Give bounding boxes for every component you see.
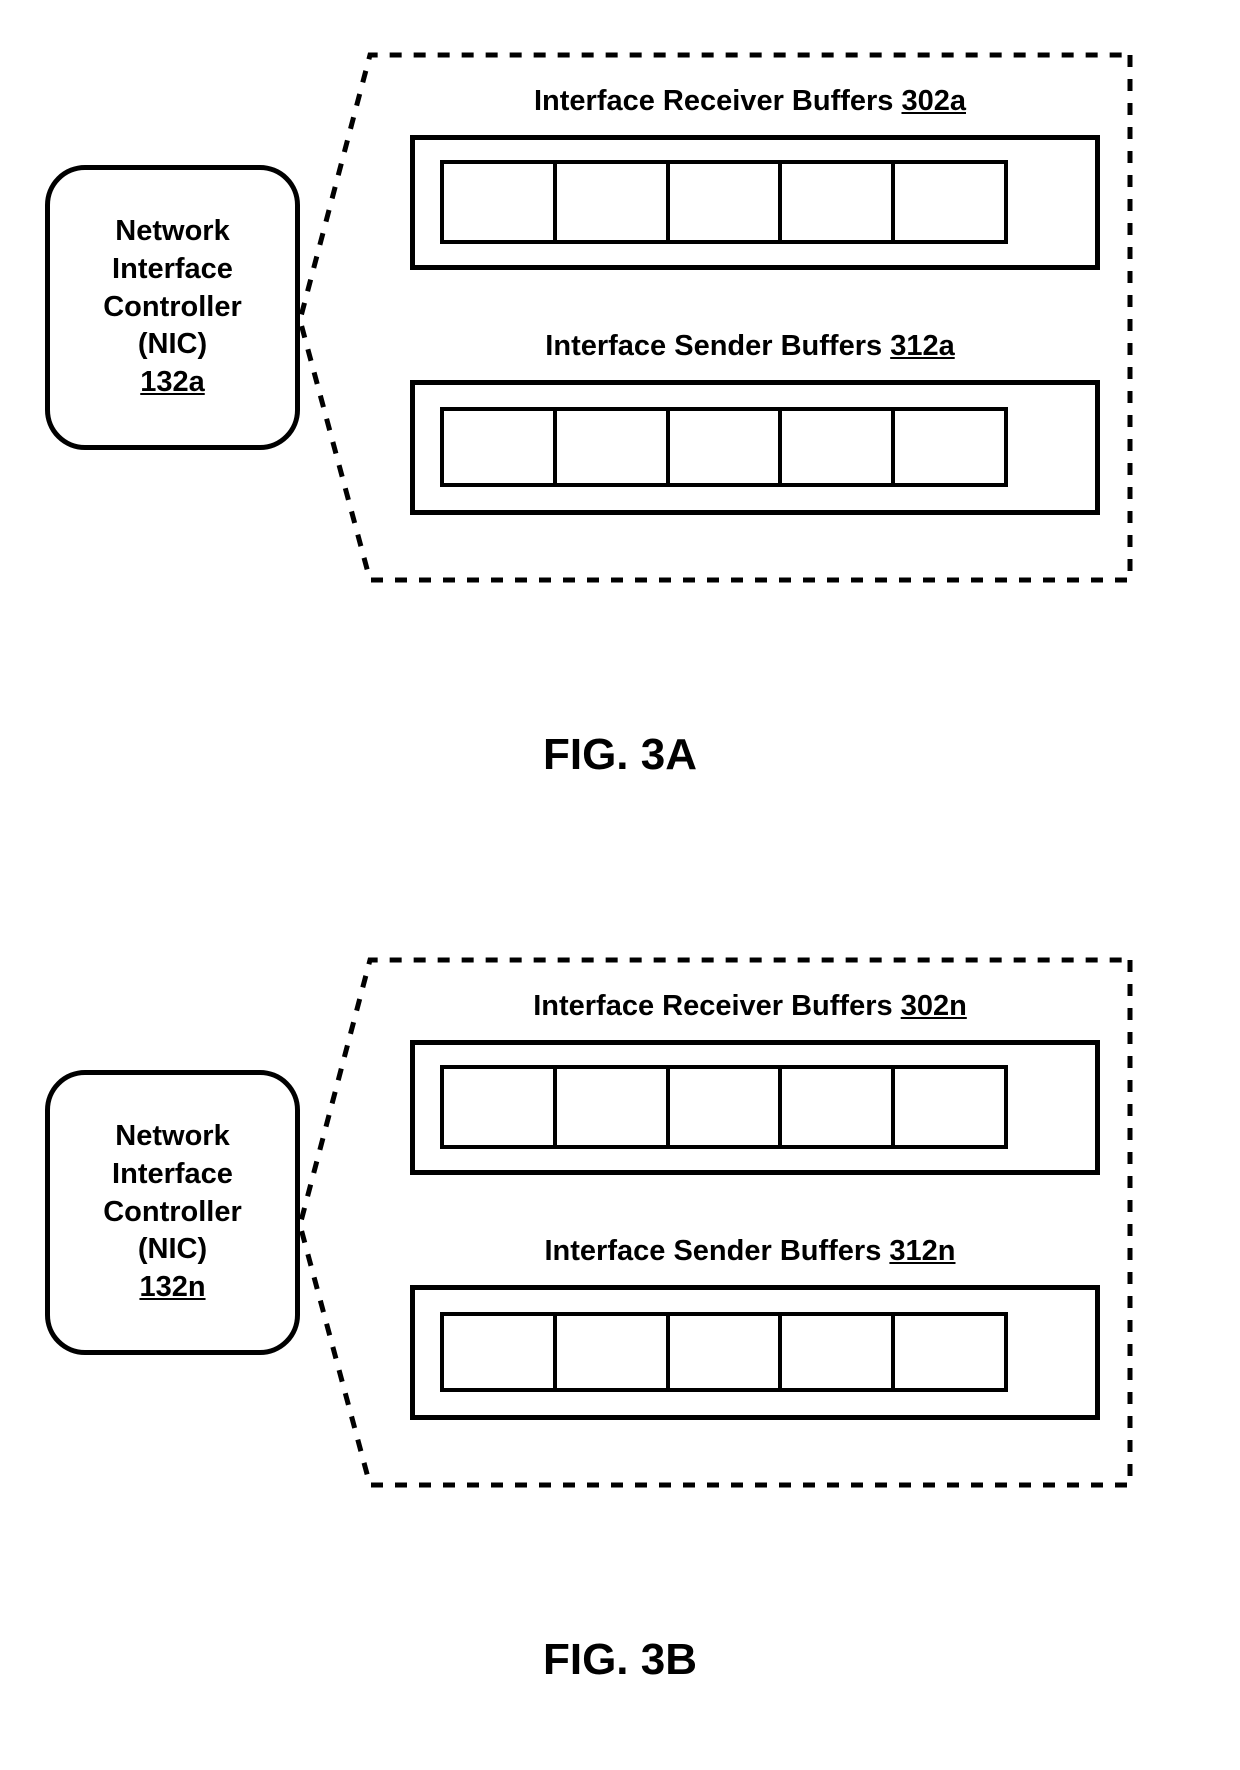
nic-line1: Network — [115, 1118, 229, 1156]
receiver-buffers-title: Interface Receiver Buffers 302a — [430, 85, 1070, 118]
buffer-cell — [895, 164, 1004, 240]
buffer-cell — [782, 1316, 895, 1388]
buffer-cell — [557, 411, 670, 483]
receiver-buffers-label: Interface Receiver Buffers — [533, 990, 901, 1022]
buffer-cell — [670, 1316, 783, 1388]
sender-buffers-ref: 312a — [890, 330, 955, 362]
sender-buffers-ref: 312n — [889, 1235, 955, 1267]
receiver-buffer-row — [440, 1065, 1008, 1149]
receiver-buffers-title: Interface Receiver Buffers 302n — [430, 990, 1070, 1023]
buffer-cell — [557, 164, 670, 240]
receiver-buffers-ref: 302n — [901, 990, 967, 1022]
nic-line3: Controller — [103, 1194, 242, 1232]
buffer-cell — [895, 411, 1004, 483]
buffer-cell — [444, 164, 557, 240]
buffer-cell — [444, 1316, 557, 1388]
buffer-cell — [557, 1316, 670, 1388]
buffer-cell — [444, 411, 557, 483]
nic-box: NetworkInterfaceController(NIC)132n — [45, 1070, 300, 1355]
buffer-cell — [444, 1069, 557, 1145]
receiver-buffer-row — [440, 160, 1008, 244]
sender-buffers-title: Interface Sender Buffers 312n — [430, 1235, 1070, 1268]
figure-caption: FIG. 3A — [0, 730, 1240, 780]
nic-line4: (NIC) — [138, 1231, 207, 1269]
buffer-cell — [670, 1069, 783, 1145]
nic-line4: (NIC) — [138, 326, 207, 364]
buffer-cell — [782, 1069, 895, 1145]
figureA: NetworkInterfaceController(NIC)132aInter… — [0, 30, 1240, 810]
sender-buffer-row — [440, 1312, 1008, 1392]
nic-line3: Controller — [103, 289, 242, 327]
figureB: NetworkInterfaceController(NIC)132nInter… — [0, 935, 1240, 1715]
buffer-cell — [782, 411, 895, 483]
sender-buffers-label: Interface Sender Buffers — [545, 330, 890, 362]
nic-line1: Network — [115, 213, 229, 251]
buffer-cell — [895, 1316, 1004, 1388]
receiver-buffers-label: Interface Receiver Buffers — [534, 85, 902, 117]
figure-caption: FIG. 3B — [0, 1635, 1240, 1685]
nic-box: NetworkInterfaceController(NIC)132a — [45, 165, 300, 450]
nic-ref: 132a — [140, 364, 205, 402]
sender-buffers-label: Interface Sender Buffers — [545, 1235, 890, 1267]
sender-buffers-title: Interface Sender Buffers 312a — [430, 330, 1070, 363]
receiver-buffers-ref: 302a — [901, 85, 966, 117]
nic-ref: 132n — [139, 1269, 205, 1307]
buffer-cell — [670, 164, 783, 240]
buffer-cell — [670, 411, 783, 483]
buffer-cell — [782, 164, 895, 240]
sender-buffer-row — [440, 407, 1008, 487]
nic-line2: Interface — [112, 251, 233, 289]
buffer-cell — [557, 1069, 670, 1145]
nic-line2: Interface — [112, 1156, 233, 1194]
buffer-cell — [895, 1069, 1004, 1145]
